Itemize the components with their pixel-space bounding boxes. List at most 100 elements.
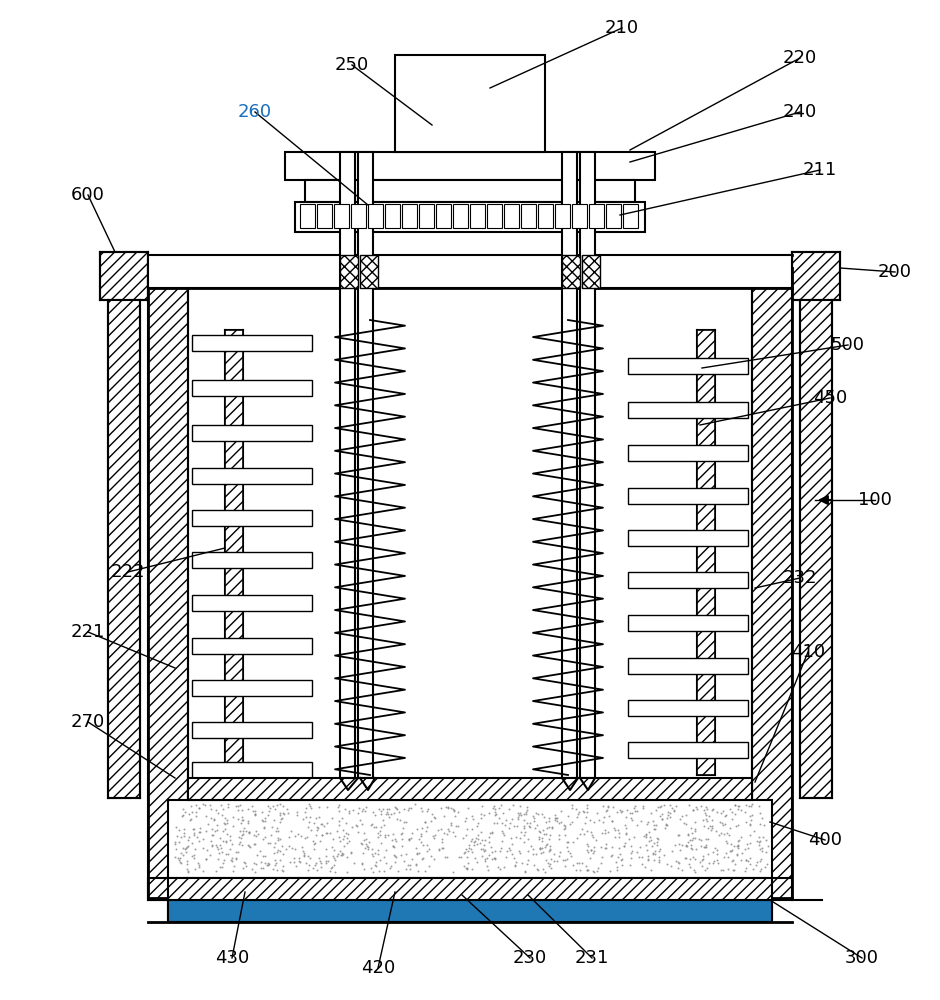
Point	[202, 797, 217, 813]
Point	[446, 824, 461, 840]
Point	[239, 858, 254, 874]
Text: 100: 100	[858, 491, 892, 509]
Point	[731, 832, 746, 848]
Point	[260, 855, 275, 871]
Point	[534, 840, 549, 856]
Text: 600: 600	[71, 186, 105, 204]
Point	[733, 852, 748, 868]
Point	[216, 852, 231, 868]
Bar	[192, 425, 312, 441]
Point	[204, 833, 219, 849]
Point	[427, 827, 442, 843]
Point	[221, 796, 236, 812]
Point	[271, 832, 286, 848]
Point	[192, 859, 207, 875]
Point	[330, 823, 345, 839]
Point	[512, 805, 527, 821]
Point	[212, 830, 227, 846]
Point	[744, 798, 759, 814]
Point	[373, 819, 388, 835]
Point	[352, 812, 368, 828]
Point	[196, 796, 211, 812]
Point	[265, 861, 280, 877]
Point	[555, 852, 570, 868]
Point	[219, 815, 234, 831]
Point	[331, 803, 346, 819]
Point	[360, 841, 375, 857]
Point	[484, 839, 499, 855]
Point	[223, 841, 238, 857]
Point	[415, 850, 431, 866]
Point	[634, 849, 650, 865]
Point	[472, 835, 487, 851]
Point	[275, 805, 290, 821]
Point	[723, 843, 738, 859]
Point	[502, 842, 517, 858]
Point	[268, 823, 283, 839]
Point	[308, 855, 323, 871]
Point	[205, 827, 220, 843]
Point	[526, 810, 541, 826]
Point	[302, 796, 317, 812]
Point	[232, 823, 247, 839]
Point	[718, 845, 733, 861]
Bar	[419, 204, 434, 228]
Point	[482, 805, 497, 821]
Point	[580, 844, 595, 860]
Point	[261, 803, 276, 819]
Point	[554, 803, 569, 819]
Point	[681, 834, 696, 850]
Point	[571, 806, 586, 822]
Point	[475, 848, 490, 864]
Point	[259, 857, 274, 873]
Point	[464, 831, 479, 847]
Point	[596, 814, 611, 830]
Point	[230, 802, 245, 818]
Point	[258, 829, 273, 845]
Point	[188, 861, 203, 877]
Point	[196, 863, 211, 879]
Bar	[628, 700, 748, 716]
Point	[397, 853, 412, 869]
Point	[307, 835, 322, 851]
Point	[668, 798, 683, 814]
Point	[263, 827, 278, 843]
Point	[679, 816, 694, 832]
Bar	[800, 300, 832, 798]
Bar	[628, 742, 748, 758]
Point	[645, 838, 660, 854]
Point	[224, 852, 239, 868]
Point	[582, 812, 597, 828]
Point	[687, 830, 702, 846]
Point	[389, 801, 404, 817]
Point	[351, 805, 366, 821]
Point	[183, 798, 198, 814]
Point	[525, 841, 540, 857]
Point	[673, 842, 688, 858]
Point	[379, 855, 394, 871]
Point	[438, 849, 453, 865]
Point	[577, 815, 592, 831]
Bar	[628, 530, 748, 546]
Point	[395, 825, 410, 841]
Point	[730, 798, 745, 814]
Point	[422, 858, 437, 874]
Point	[682, 856, 697, 872]
Point	[461, 855, 476, 871]
Point	[565, 800, 580, 816]
Point	[300, 829, 315, 845]
Point	[260, 835, 275, 851]
Point	[509, 829, 524, 845]
Point	[366, 804, 381, 820]
Point	[401, 831, 416, 847]
Point	[678, 807, 693, 823]
Point	[516, 806, 531, 822]
Point	[740, 840, 755, 856]
Point	[189, 808, 204, 824]
Point	[743, 827, 758, 843]
Point	[750, 833, 765, 849]
Bar	[300, 204, 315, 228]
Point	[234, 827, 249, 843]
Bar	[555, 204, 570, 228]
Point	[536, 844, 551, 860]
